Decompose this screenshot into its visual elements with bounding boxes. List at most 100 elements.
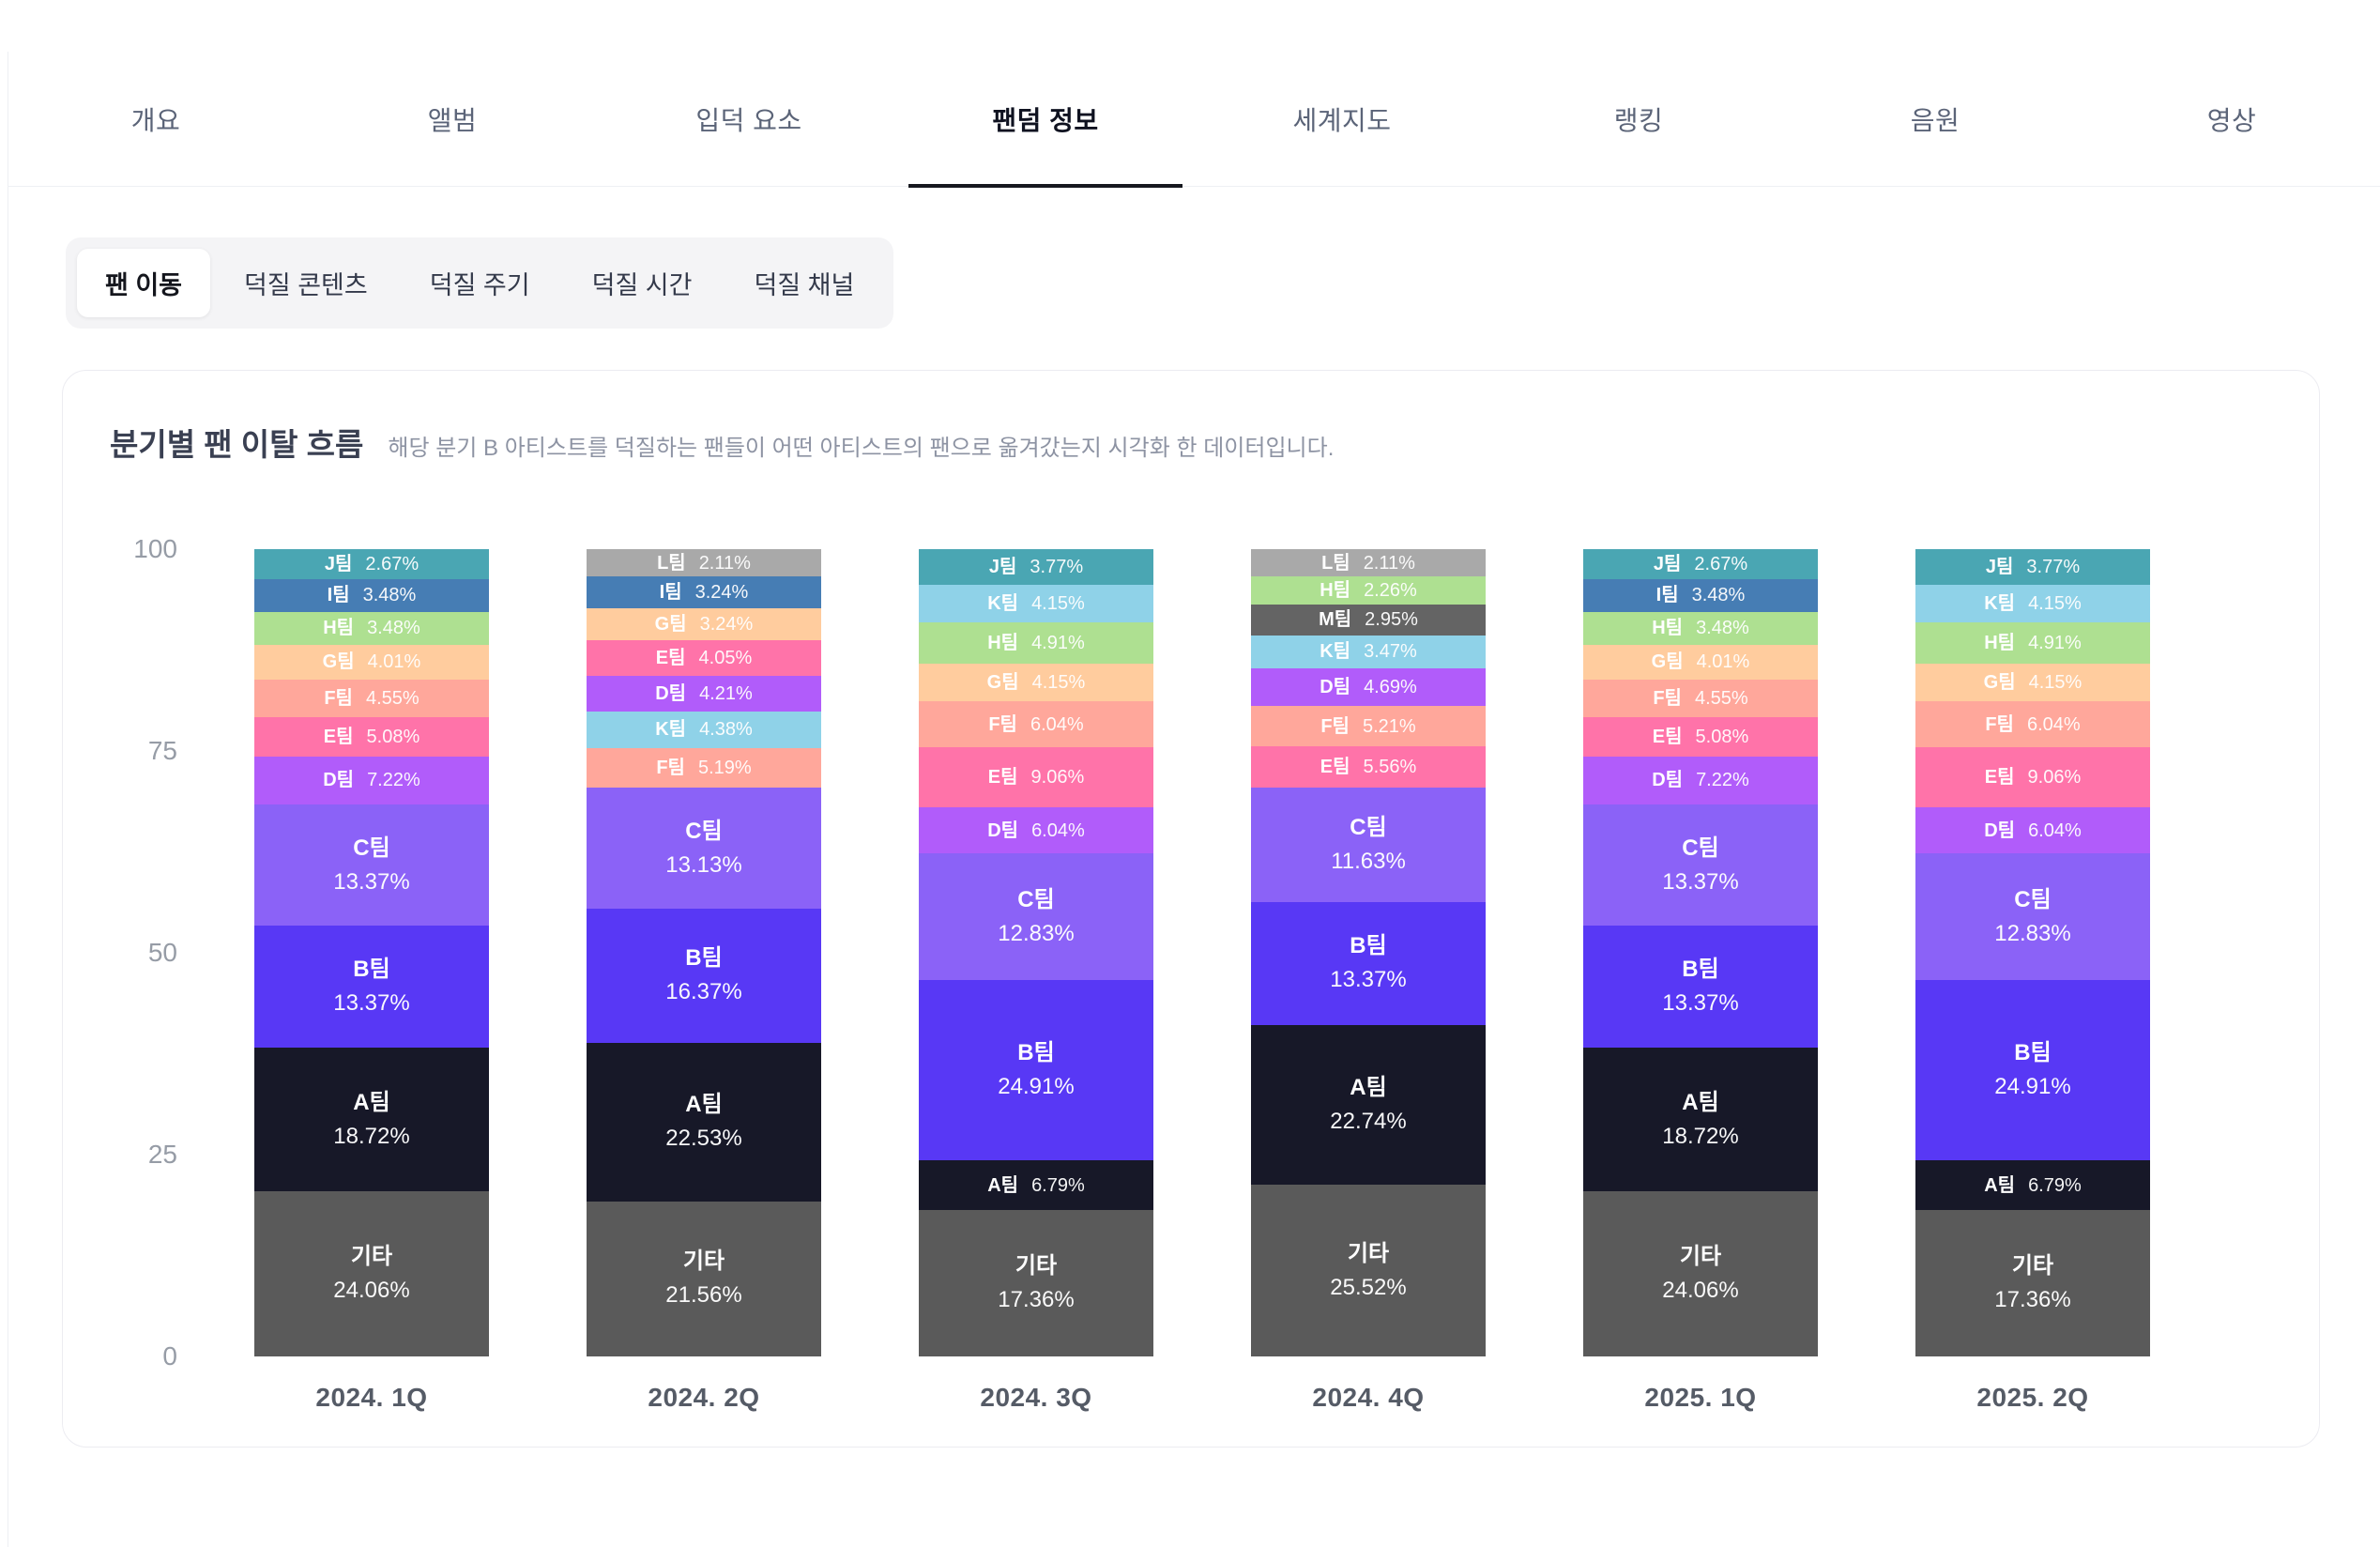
bar-segment-M팀[interactable]: M팀 2.95% [1251,604,1486,636]
bar-segment-F팀[interactable]: F팀 5.21% [1251,706,1486,746]
segment-percent: 2.11% [698,552,751,574]
bar-segment-기타[interactable]: 기타 24.06% [254,1191,489,1356]
bar-segment-G팀[interactable]: G팀 4.15% [1915,664,2150,702]
segment-percent: 6.04% [1031,819,1085,841]
bar-segment-C팀[interactable]: C팀 13.13% [587,788,821,909]
bar-segment-기타[interactable]: 기타 24.06% [1583,1191,1818,1356]
bar-segment-E팀[interactable]: E팀 5.56% [1251,745,1486,788]
bar-segment-H팀[interactable]: H팀 3.48% [254,611,489,645]
bar-segment-A팀[interactable]: A팀 6.79% [919,1160,1153,1210]
bar-segment-E팀[interactable]: E팀 5.08% [254,716,489,757]
subtab-4[interactable]: 덕질 시간 [591,271,693,299]
bar-segment-J팀[interactable]: J팀 2.67% [1583,549,1818,579]
bar-segment-L팀[interactable]: L팀 2.11% [587,549,821,577]
bar-segment-G팀[interactable]: G팀 4.15% [919,664,1153,702]
segment-team-name: E팀 [1984,767,2015,789]
bar-segment-F팀[interactable]: F팀 6.04% [1915,701,2150,748]
bar-segment-기타[interactable]: 기타 25.52% [1251,1185,1486,1357]
bar-segment-I팀[interactable]: I팀 3.48% [1583,578,1818,612]
segment-percent: 2.95% [1365,609,1418,631]
bar-2025-1Q[interactable]: J팀 2.67% I팀 3.48% H팀 3.48% G팀 4.01% F팀 4.55% E팀 5.0… [1583,549,1818,1412]
subtab-3[interactable]: 덕질 주기 [429,271,530,299]
segment-percent: 4.91% [1031,633,1085,654]
bar-segment-기타[interactable]: 기타 17.36% [919,1209,1153,1356]
bar-segment-기타[interactable]: 기타 17.36% [1915,1209,2150,1356]
segment-percent: 5.56% [1363,756,1417,777]
bar-segment-C팀[interactable]: C팀 11.63% [1251,787,1486,903]
bar-segment-I팀[interactable]: I팀 3.48% [254,578,489,612]
bar-segment-F팀[interactable]: F팀 4.55% [254,679,489,717]
bar-2024-1Q[interactable]: J팀 2.67% I팀 3.48% H팀 3.48% G팀 4.01% F팀 4.55% E팀 5.0… [254,549,489,1412]
nav-tab-1[interactable]: 개요 [130,106,181,135]
segment-label: H팀 4.91% [1984,634,2082,652]
bar-segment-K팀[interactable]: K팀 3.47% [1251,635,1486,668]
bar-segment-C팀[interactable]: C팀 13.37% [254,804,489,927]
nav-tab-4[interactable]: 팬덤 정보 [897,53,1194,188]
bar-segment-D팀[interactable]: D팀 6.04% [919,807,1153,854]
bar-segment-D팀[interactable]: D팀 7.22% [1583,756,1818,804]
bar-segment-F팀[interactable]: F팀 5.19% [587,747,821,789]
bar-segment-B팀[interactable]: B팀 24.91% [919,979,1153,1161]
segment-team-name: D팀 [1652,770,1684,791]
segment-label: A팀 22.74% [1330,1071,1406,1139]
bar-segment-A팀[interactable]: A팀 22.53% [587,1042,821,1202]
bar-segment-K팀[interactable]: K팀 4.15% [1915,585,2150,623]
bar-segment-I팀[interactable]: I팀 3.24% [587,576,821,609]
bar-2025-2Q[interactable]: J팀 3.77% K팀 4.15% H팀 4.91% G팀 4.15% F팀 6.04% E팀 9.0… [1915,549,2150,1412]
segment-label: A팀 22.53% [665,1088,741,1156]
bar-segment-A팀[interactable]: A팀 22.74% [1251,1024,1486,1186]
bar-segment-H팀[interactable]: H팀 4.91% [1915,622,2150,665]
bar-segment-B팀[interactable]: B팀 16.37% [587,908,821,1043]
nav-tab-7[interactable]: 음원 [1910,106,1960,135]
segment-label: F팀 6.04% [988,715,1083,734]
bar-segment-F팀[interactable]: F팀 4.55% [1583,679,1818,717]
bar-segment-C팀[interactable]: C팀 12.83% [1915,853,2150,980]
segment-percent: 3.77% [2026,557,2081,578]
nav-tab-5[interactable]: 세계지도 [1292,106,1392,135]
subtab-1[interactable]: 팬 이동 [77,249,211,317]
nav-tab-2[interactable]: 앨범 [427,106,478,135]
bar-segment-B팀[interactable]: B팀 13.37% [1251,902,1486,1025]
bar-segment-A팀[interactable]: A팀 18.72% [1583,1048,1818,1192]
bar-segment-K팀[interactable]: K팀 4.38% [587,711,821,748]
bar-segment-A팀[interactable]: A팀 6.79% [1915,1160,2150,1210]
bar-segment-G팀[interactable]: G팀 4.01% [1583,644,1818,680]
bar-segment-B팀[interactable]: B팀 24.91% [1915,979,2150,1161]
bar-segment-D팀[interactable]: D팀 6.04% [1915,807,2150,854]
bar-segment-J팀[interactable]: J팀 3.77% [1915,549,2150,586]
bar-segment-E팀[interactable]: E팀 4.05% [587,640,821,676]
bar-2024-4Q[interactable]: L팀 2.11% H팀 2.26% M팀 2.95% K팀 3.47% D팀 4.69% F팀 5.2… [1251,549,1486,1412]
subtab-2[interactable]: 덕질 콘텐츠 [244,271,368,299]
bar-segment-J팀[interactable]: J팀 2.67% [254,549,489,579]
nav-tab-6[interactable]: 랭킹 [1613,106,1664,135]
bar-segment-E팀[interactable]: E팀 9.06% [919,747,1153,808]
bar-segment-K팀[interactable]: K팀 4.15% [919,585,1153,623]
bar-segment-B팀[interactable]: B팀 13.37% [254,926,489,1049]
nav-tab-3[interactable]: 입덕 요소 [695,106,802,135]
bar-segment-G팀[interactable]: G팀 4.01% [254,644,489,680]
bar-segment-H팀[interactable]: H팀 2.26% [1251,576,1486,605]
bar-segment-기타[interactable]: 기타 21.56% [587,1201,821,1357]
bar-2024-2Q[interactable]: L팀 2.11% I팀 3.24% G팀 3.24% E팀 4.05% D팀 4.21% K팀 4.3… [587,549,821,1412]
bar-segment-B팀[interactable]: B팀 13.37% [1583,926,1818,1049]
bar-segment-H팀[interactable]: H팀 3.48% [1583,611,1818,645]
bar-segment-D팀[interactable]: D팀 7.22% [254,756,489,804]
bar-segment-H팀[interactable]: H팀 4.91% [919,622,1153,665]
bar-segment-D팀[interactable]: D팀 4.21% [587,675,821,712]
subtab-5[interactable]: 덕질 채널 [754,271,855,299]
bar-segment-D팀[interactable]: D팀 4.69% [1251,667,1486,707]
bar-2024-3Q[interactable]: J팀 3.77% K팀 4.15% H팀 4.91% G팀 4.15% F팀 6.04% E팀 9.0… [919,549,1153,1412]
bar-segment-C팀[interactable]: C팀 12.83% [919,853,1153,980]
nav-tab-8[interactable]: 영상 [2206,106,2257,135]
bar-segment-A팀[interactable]: A팀 18.72% [254,1048,489,1192]
bar-segment-E팀[interactable]: E팀 9.06% [1915,747,2150,808]
segment-percent: 2.67% [365,553,420,574]
bar-segment-J팀[interactable]: J팀 3.77% [919,549,1153,586]
bar-segment-G팀[interactable]: G팀 3.24% [587,608,821,641]
segment-percent: 6.04% [2028,819,2082,841]
bar-segment-C팀[interactable]: C팀 13.37% [1583,804,1818,927]
bar-segment-E팀[interactable]: E팀 5.08% [1583,716,1818,757]
bar-segment-F팀[interactable]: F팀 6.04% [919,701,1153,748]
bar-segment-L팀[interactable]: L팀 2.11% [1251,549,1486,577]
segment-team-name: J팀 [324,553,353,574]
